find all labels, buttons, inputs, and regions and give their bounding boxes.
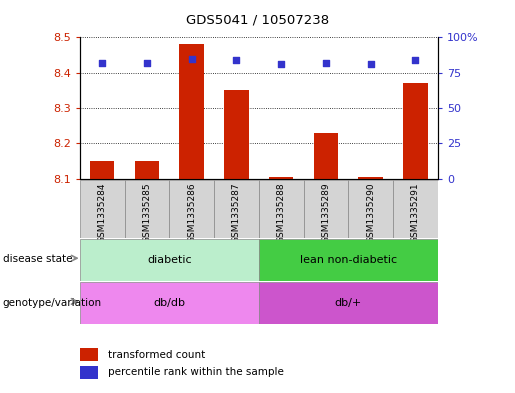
Text: transformed count: transformed count: [109, 350, 205, 360]
Bar: [90, 161, 114, 179]
FancyBboxPatch shape: [169, 180, 214, 238]
FancyBboxPatch shape: [348, 180, 393, 238]
FancyBboxPatch shape: [80, 282, 259, 324]
Text: diabetic: diabetic: [147, 255, 192, 265]
FancyBboxPatch shape: [303, 180, 348, 238]
Point: [322, 60, 330, 66]
FancyBboxPatch shape: [125, 180, 169, 238]
Text: GSM1335289: GSM1335289: [321, 182, 331, 243]
Text: GSM1335291: GSM1335291: [411, 182, 420, 243]
Bar: [358, 177, 383, 179]
FancyBboxPatch shape: [214, 180, 259, 238]
Text: GSM1335286: GSM1335286: [187, 182, 196, 243]
Bar: [80, 348, 98, 361]
FancyBboxPatch shape: [259, 282, 438, 324]
Point: [411, 57, 420, 63]
Text: genotype/variation: genotype/variation: [3, 298, 101, 308]
Bar: [314, 133, 338, 179]
Point: [367, 61, 375, 67]
Bar: [224, 90, 249, 179]
Bar: [269, 177, 294, 179]
Text: lean non-diabetic: lean non-diabetic: [300, 255, 397, 265]
Point: [232, 57, 241, 63]
FancyBboxPatch shape: [80, 180, 125, 238]
Bar: [80, 366, 98, 379]
Text: GSM1335284: GSM1335284: [98, 182, 107, 243]
Text: percentile rank within the sample: percentile rank within the sample: [109, 367, 284, 377]
Point: [143, 60, 151, 66]
FancyBboxPatch shape: [259, 239, 438, 281]
Point: [277, 61, 285, 67]
Bar: [403, 83, 427, 179]
Text: GSM1335285: GSM1335285: [143, 182, 151, 243]
Text: disease state: disease state: [3, 254, 72, 264]
Text: GSM1335287: GSM1335287: [232, 182, 241, 243]
Text: db/db: db/db: [153, 298, 185, 308]
Text: GSM1335288: GSM1335288: [277, 182, 286, 243]
Point: [98, 60, 106, 66]
FancyBboxPatch shape: [393, 180, 438, 238]
Text: db/+: db/+: [335, 298, 362, 308]
Point: [187, 55, 196, 62]
FancyBboxPatch shape: [259, 180, 303, 238]
Bar: [134, 161, 159, 179]
FancyBboxPatch shape: [80, 239, 259, 281]
Text: GDS5041 / 10507238: GDS5041 / 10507238: [186, 14, 329, 27]
Bar: [179, 44, 204, 179]
Text: GSM1335290: GSM1335290: [366, 182, 375, 243]
